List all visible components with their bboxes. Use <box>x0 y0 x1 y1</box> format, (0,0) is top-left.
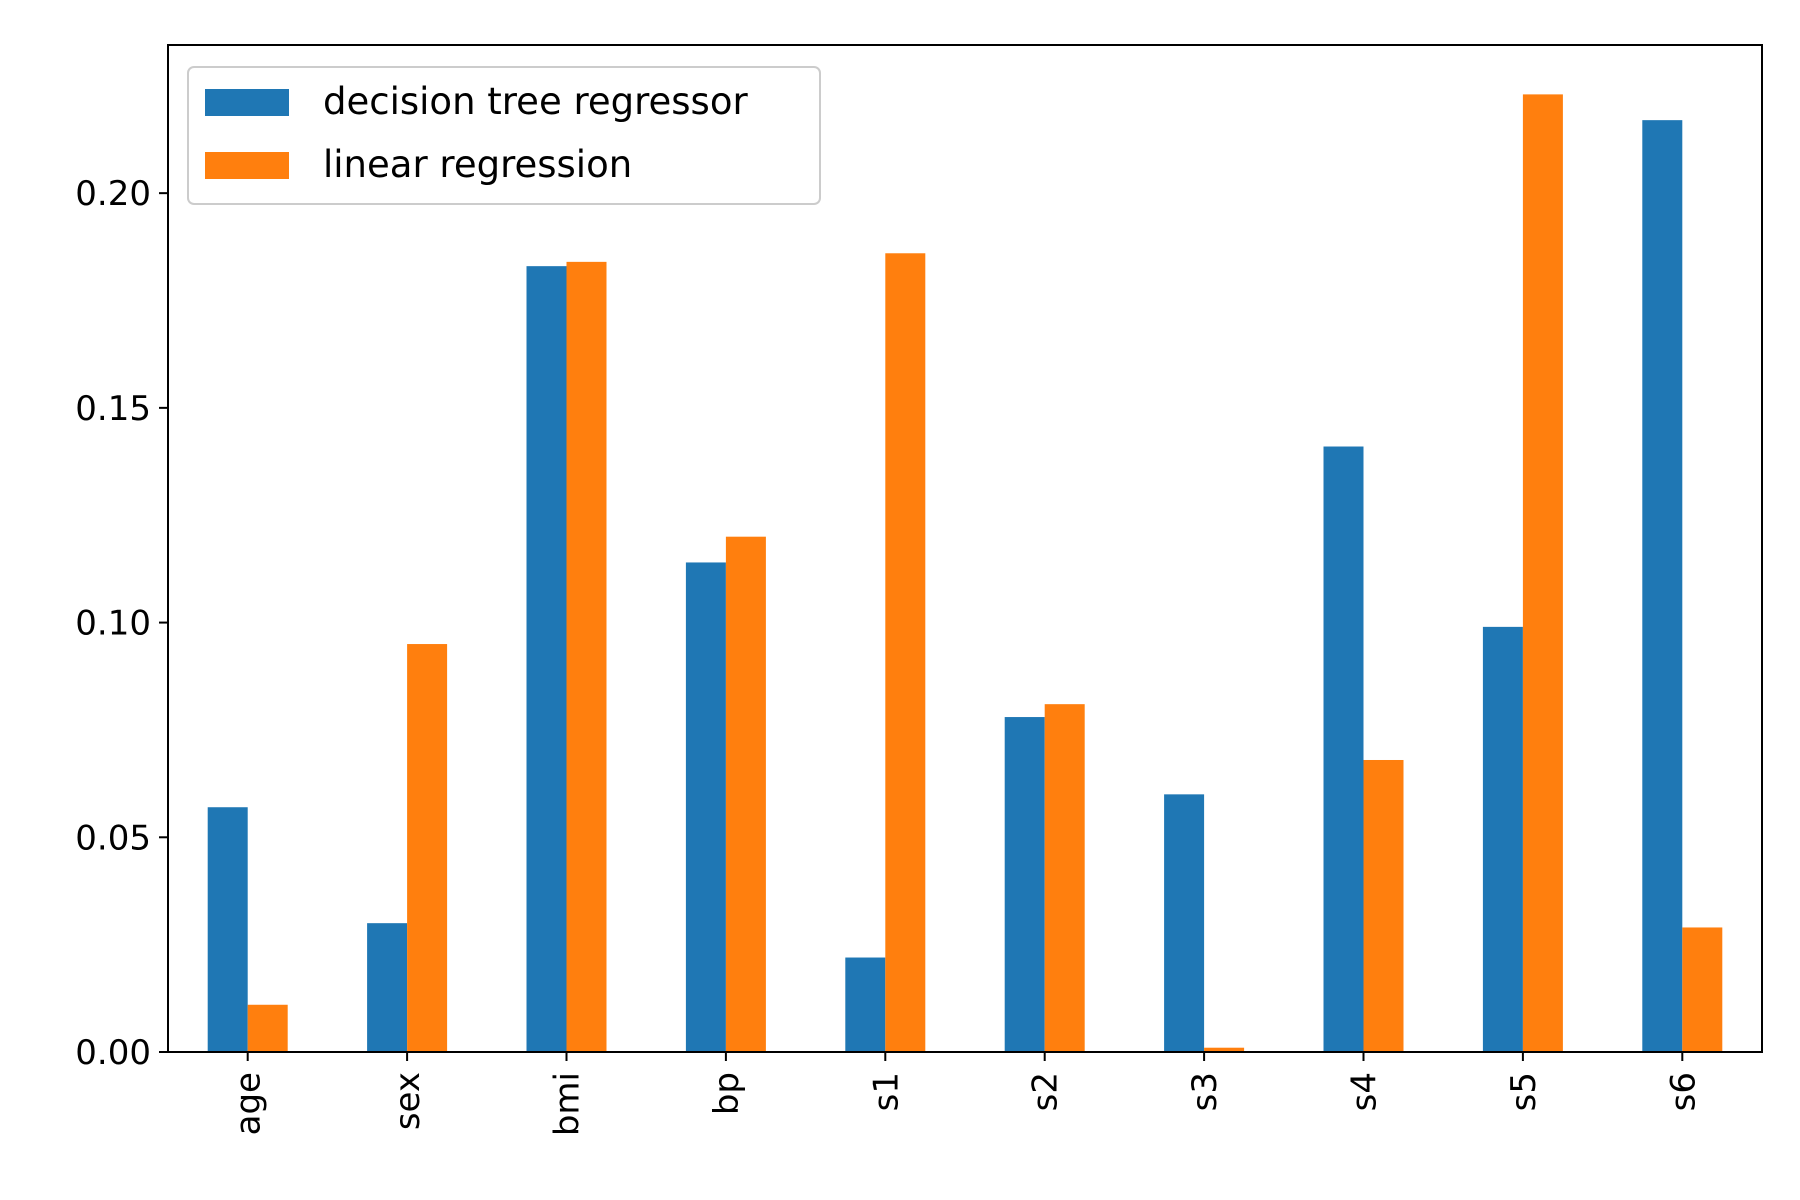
legend-swatch-decision-tree <box>205 89 289 116</box>
x-tick-label-s6: s6 <box>1663 1072 1703 1111</box>
x-tick-label-age: age <box>229 1072 269 1135</box>
bar-linear-regression-s4 <box>1363 759 1404 1052</box>
legend: decision tree regressor linear regressio… <box>187 66 821 205</box>
x-tick-label-s1: s1 <box>866 1072 906 1111</box>
y-tick-label: 0.00 <box>75 1033 151 1073</box>
x-tick-label-s5: s5 <box>1504 1072 1544 1111</box>
x-axis: age sex bmi bp s1 s2 s3 s4 s5 s6 <box>229 1052 1703 1136</box>
bar-linear-regression-s2 <box>1044 704 1085 1052</box>
bar-decision-tree-s1 <box>845 957 886 1052</box>
bar-linear-regression-s5 <box>1522 94 1563 1053</box>
x-tick-label-s2: s2 <box>1026 1072 1066 1111</box>
y-tick-label: 0.15 <box>75 389 151 429</box>
bar-decision-tree-s4 <box>1323 446 1364 1052</box>
bar-linear-regression-bp <box>725 536 766 1052</box>
x-tick-label-bmi: bmi <box>548 1072 588 1136</box>
bar-decision-tree-sex <box>367 923 408 1052</box>
y-axis: 0.00 0.05 0.10 0.15 0.20 <box>75 174 168 1073</box>
bar-decision-tree-s3 <box>1164 794 1205 1052</box>
legend-label-decision-tree: decision tree regressor <box>323 80 748 123</box>
bar-decision-tree-s6 <box>1642 120 1683 1053</box>
bar-decision-tree-bmi <box>526 266 567 1052</box>
legend-label-linear-regression: linear regression <box>323 143 632 186</box>
y-tick-label: 0.05 <box>75 818 151 858</box>
bars-group <box>207 94 1723 1053</box>
bar-decision-tree-s2 <box>1004 717 1045 1052</box>
bar-linear-regression-s3 <box>1204 1047 1245 1052</box>
plot-frame <box>167 44 1763 1053</box>
y-tick-label: 0.20 <box>75 174 151 214</box>
bar-decision-tree-age <box>207 807 248 1052</box>
x-tick-label-bp: bp <box>707 1072 747 1115</box>
x-tick-label-sex: sex <box>388 1072 428 1130</box>
bar-linear-regression-sex <box>407 644 448 1052</box>
bar-decision-tree-s5 <box>1482 626 1523 1052</box>
bar-linear-regression-s6 <box>1682 927 1723 1052</box>
bar-linear-regression-bmi <box>566 261 607 1053</box>
bar-linear-regression-s1 <box>885 253 926 1053</box>
y-tick-label: 0.10 <box>75 604 151 644</box>
bar-decision-tree-bp <box>685 562 726 1052</box>
legend-swatch-linear-regression <box>205 152 289 179</box>
x-tick-label-s3: s3 <box>1185 1072 1225 1111</box>
legend-box <box>187 66 821 205</box>
x-tick-label-s4: s4 <box>1345 1072 1385 1111</box>
bar-linear-regression-age <box>247 1004 288 1052</box>
